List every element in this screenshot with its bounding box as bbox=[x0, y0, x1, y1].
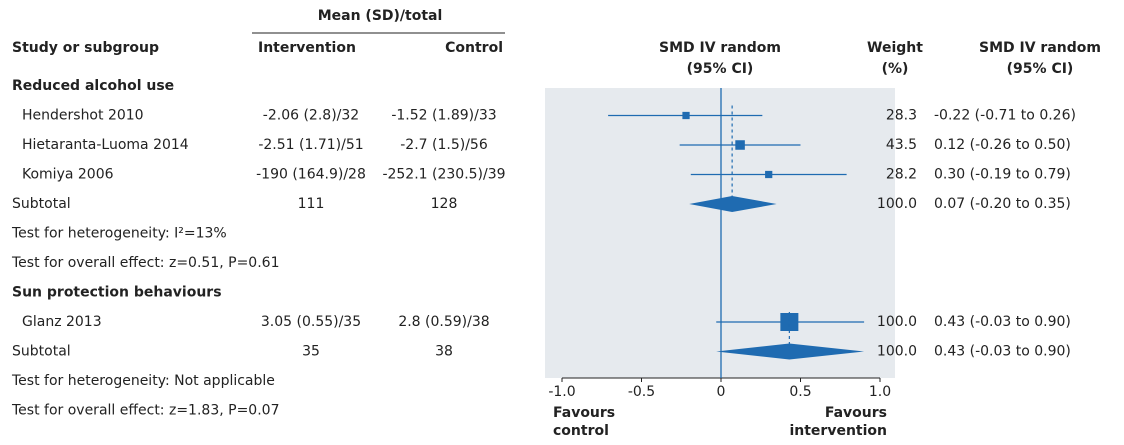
favours-left: control bbox=[553, 423, 609, 439]
effect-square bbox=[682, 111, 690, 120]
ci-cell: 0.30 (-0.19 to 0.79) bbox=[934, 167, 1071, 183]
intervention-total: 35 bbox=[302, 344, 320, 360]
weight-cell: 100.0 bbox=[877, 314, 917, 330]
weight-cell: 28.3 bbox=[886, 108, 917, 124]
heterogeneity-test: Test for heterogeneity: I²=13% bbox=[11, 226, 227, 242]
x-tick-label: -0.5 bbox=[628, 384, 655, 400]
effect-square bbox=[765, 170, 773, 179]
weight-cell: 100.0 bbox=[877, 344, 917, 360]
intervention-cell: -2.06 (2.8)/32 bbox=[263, 108, 359, 124]
plot-background bbox=[545, 88, 895, 378]
plot-header: SMD IV random bbox=[659, 40, 781, 56]
control-cell: -2.7 (1.5)/56 bbox=[400, 137, 488, 153]
ci-cell: 0.43 (-0.03 to 0.90) bbox=[934, 314, 1071, 330]
effect-square bbox=[780, 313, 799, 331]
overall-test: Test for overall effect: z=1.83, P=0.07 bbox=[11, 403, 279, 419]
overall-test: Test for overall effect: z=0.51, P=0.61 bbox=[11, 255, 279, 271]
study-name: Glanz 2013 bbox=[22, 314, 102, 330]
weight-cell: 100.0 bbox=[877, 196, 917, 212]
favours-right: intervention bbox=[789, 423, 887, 439]
control-cell: 2.8 (0.59)/38 bbox=[398, 314, 489, 330]
weight-header: Weight bbox=[867, 40, 923, 56]
ci-cell: -0.22 (-0.71 to 0.26) bbox=[934, 108, 1076, 124]
x-tick-label: 0.5 bbox=[789, 384, 811, 400]
weight-header: (%) bbox=[882, 61, 909, 77]
intervention-cell: -190 (164.9)/28 bbox=[256, 167, 366, 183]
study-name: Hendershot 2010 bbox=[22, 108, 144, 124]
effect-square bbox=[735, 140, 745, 150]
subtotal-name: Subtotal bbox=[12, 196, 71, 212]
favours-left: Favours bbox=[553, 405, 615, 421]
intervention-total: 111 bbox=[298, 196, 325, 212]
weight-cell: 43.5 bbox=[886, 137, 917, 153]
intervention-cell: 3.05 (0.55)/35 bbox=[261, 314, 361, 330]
favours-right: Favours bbox=[825, 405, 887, 421]
study-name: Komiya 2006 bbox=[22, 167, 114, 183]
heterogeneity-test: Test for heterogeneity: Not applicable bbox=[11, 373, 275, 389]
study-name: Hietaranta-Luoma 2014 bbox=[22, 137, 189, 153]
x-tick-label: -1.0 bbox=[548, 384, 575, 400]
pooled-diamond bbox=[716, 343, 865, 360]
x-tick-label: 0 bbox=[717, 384, 726, 400]
weight-cell: 28.2 bbox=[886, 167, 917, 183]
ci-header: SMD IV random bbox=[979, 40, 1101, 56]
control-header: Control bbox=[445, 40, 503, 56]
control-cell: -252.1 (230.5)/39 bbox=[382, 167, 505, 183]
subgroup-name: Reduced alcohol use bbox=[12, 78, 174, 94]
x-tick-label: 1.0 bbox=[869, 384, 891, 400]
plot-header: (95% CI) bbox=[687, 61, 754, 77]
study-header: Study or subgroup bbox=[12, 40, 159, 56]
subgroup-name: Sun protection behaviours bbox=[12, 285, 222, 301]
control-cell: -1.52 (1.89)/33 bbox=[391, 108, 496, 124]
intervention-cell: -2.51 (1.71)/51 bbox=[258, 137, 363, 153]
pooled-diamond bbox=[689, 196, 777, 212]
ci-cell: 0.12 (-0.26 to 0.50) bbox=[934, 137, 1071, 153]
intervention-header: Intervention bbox=[258, 40, 356, 56]
ci-header: (95% CI) bbox=[1007, 61, 1074, 77]
control-total: 38 bbox=[435, 344, 453, 360]
ci-cell: 0.43 (-0.03 to 0.90) bbox=[934, 344, 1071, 360]
group-header: Mean (SD)/total bbox=[318, 8, 443, 24]
subtotal-name: Subtotal bbox=[12, 344, 71, 360]
control-total: 128 bbox=[431, 196, 458, 212]
ci-cell: 0.07 (-0.20 to 0.35) bbox=[934, 196, 1071, 212]
